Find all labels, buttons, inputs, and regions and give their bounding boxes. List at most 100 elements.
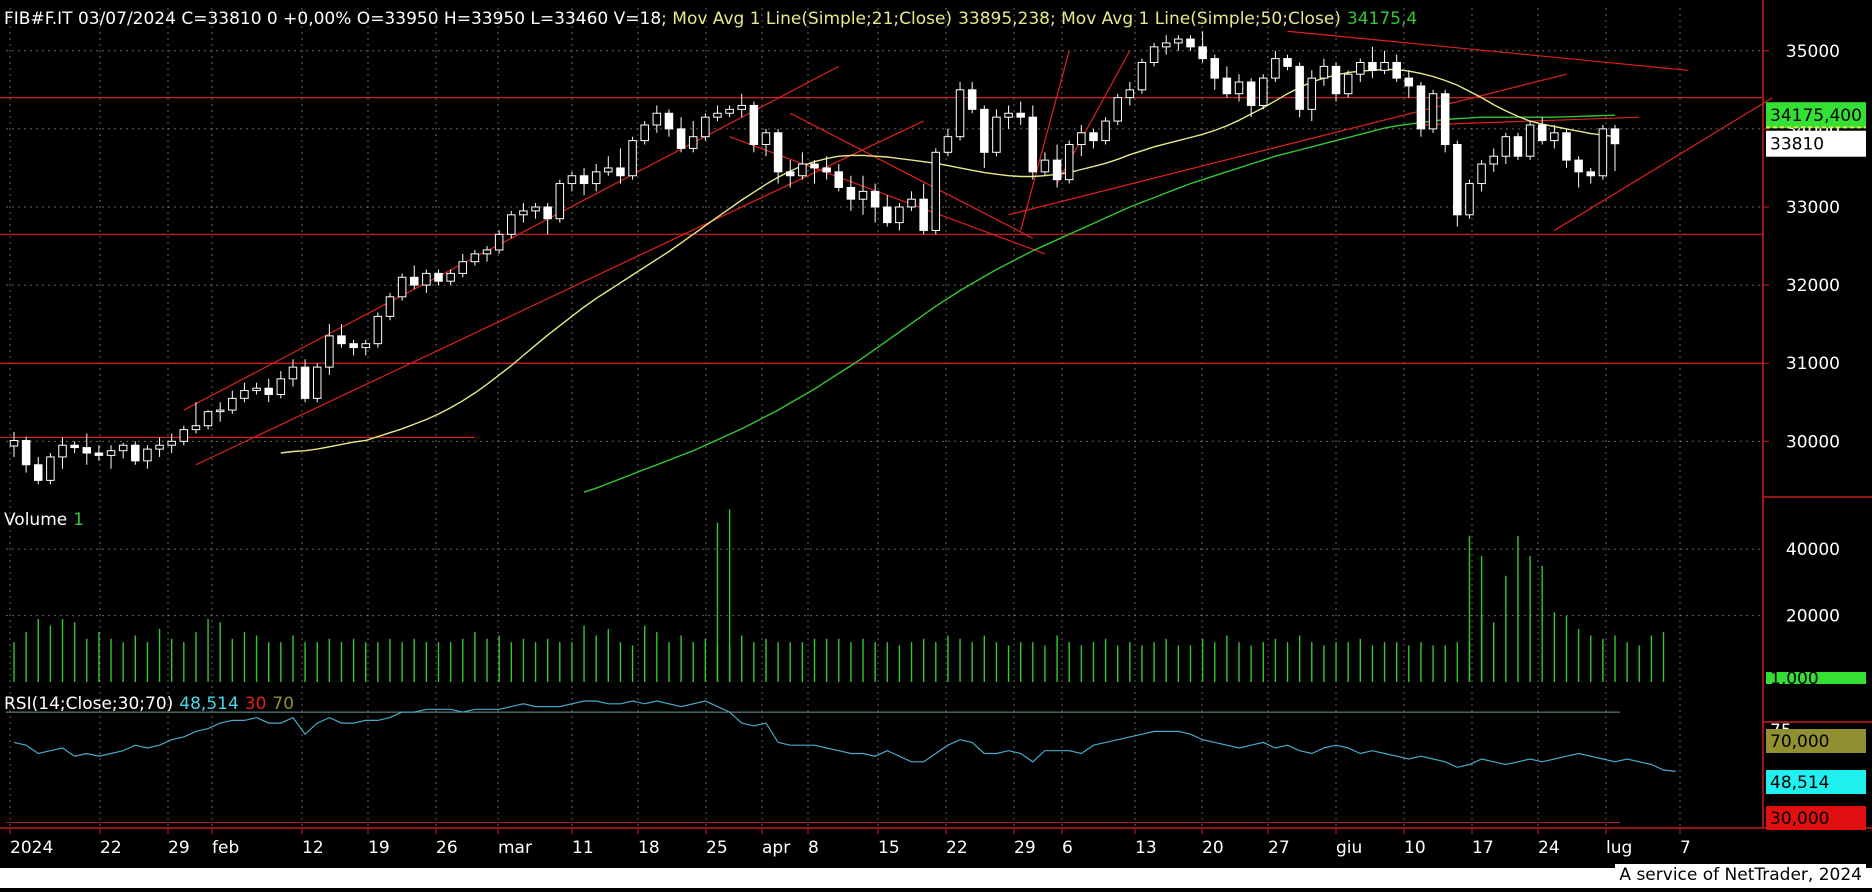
candle-body <box>252 387 261 392</box>
date-tick-label: 25 <box>706 838 728 858</box>
date-tick-label: 13 <box>1135 838 1157 858</box>
candle-body <box>810 163 819 169</box>
candle-body <box>579 175 589 185</box>
candle-body <box>616 167 625 177</box>
candle-body <box>300 366 310 399</box>
date-tick-label: 17 <box>1472 838 1494 858</box>
candle-body <box>1586 171 1596 177</box>
chart-header: FIB#F.IT 03/07/2024 C=33810 0 +0,00% O=3… <box>4 9 1417 29</box>
candle-body <box>955 89 965 138</box>
candle-body <box>1198 46 1207 60</box>
candle-body <box>264 387 273 395</box>
candle-body <box>1161 42 1171 48</box>
candle-body <box>482 249 492 255</box>
price-tick-label: 33000 <box>1786 198 1840 218</box>
price-tick-label: 30000 <box>1786 432 1840 452</box>
candle-body <box>761 132 771 146</box>
candle-body <box>907 198 916 208</box>
candle-body <box>1028 116 1038 173</box>
candle-body <box>494 233 504 251</box>
candle-body <box>82 447 92 454</box>
candle-body <box>1307 77 1317 110</box>
candle-body <box>846 186 856 200</box>
rsi-30-tag-text: 30,000 <box>1770 809 1829 829</box>
rsi-value-tag-text: 48,514 <box>1770 773 1829 793</box>
candle-body <box>1610 128 1620 145</box>
price-tick-label: 32000 <box>1786 276 1840 296</box>
volume-price-tag-box <box>1766 672 1866 684</box>
candle-body <box>1525 124 1535 157</box>
candle-body <box>312 366 322 399</box>
candle-body <box>179 429 189 442</box>
candle-body <box>1465 183 1474 216</box>
ma50-label: ; Mov Avg 1 Line(Simple;50;Close) <box>1050 9 1341 29</box>
candle-body <box>1064 144 1074 181</box>
candle-body <box>737 104 746 110</box>
candle-body <box>470 253 480 263</box>
candle-body <box>591 171 601 185</box>
date-tick-label: 22 <box>100 838 122 858</box>
candle-body <box>967 89 977 110</box>
ma21-label: ; Mov Avg 1 Line(Simple;21;Close) <box>661 9 952 29</box>
rsi-panel-title: RSI(14;Close;30;70) 48,514 30 70 <box>4 694 294 714</box>
candle-body <box>288 366 298 380</box>
candle-body <box>1489 155 1498 165</box>
candle-body <box>507 214 516 235</box>
candle-body <box>640 124 649 142</box>
axes <box>0 0 1872 834</box>
candle-body <box>713 112 722 118</box>
date-tick-label: 29 <box>168 838 190 858</box>
date-tick-label: feb <box>212 838 239 858</box>
candle-body <box>1077 132 1086 146</box>
rsi-series <box>13 700 1676 772</box>
candle-body <box>361 343 370 349</box>
candle-body <box>1295 65 1304 110</box>
candle-body <box>1149 46 1159 63</box>
candle-body <box>531 206 540 212</box>
ma50-value: 34175,4 <box>1347 9 1417 29</box>
candle-body <box>385 296 395 317</box>
candle-body <box>1113 97 1122 122</box>
candle-body <box>9 440 19 447</box>
candle-body <box>1477 163 1486 185</box>
candle-body <box>118 444 128 452</box>
candle-body <box>1356 61 1365 75</box>
candle-body <box>1052 159 1062 181</box>
date-tick-label: 12 <box>302 838 324 858</box>
candle-body <box>895 206 904 224</box>
candle-body <box>1404 77 1414 87</box>
candle-body <box>798 163 807 177</box>
date-tick-label: 18 <box>638 838 660 858</box>
date-tick-label: 15 <box>878 838 900 858</box>
candle-body <box>773 132 783 173</box>
candle-body <box>749 104 759 146</box>
rsi-30-tag-box <box>1766 806 1866 830</box>
date-tick-label: 10 <box>1404 838 1426 858</box>
volume-tick-label: 20000 <box>1786 607 1840 627</box>
volume-price-tag-text: 1,000 <box>1770 669 1819 689</box>
candle-body <box>1562 132 1571 161</box>
volume-label: Volume <box>4 510 67 530</box>
rsi-value: 48,514 <box>179 694 238 714</box>
candle-body <box>688 136 698 149</box>
candle-body <box>434 272 443 282</box>
date-tick-label: 26 <box>436 838 458 858</box>
candle-body <box>567 175 577 185</box>
candle-body <box>373 315 383 345</box>
price-tick-label: 31000 <box>1786 354 1840 374</box>
candle-body <box>1331 65 1341 95</box>
candle-body <box>131 444 140 462</box>
candle-body <box>167 440 176 446</box>
candle-body <box>1125 89 1135 99</box>
candle-body <box>1368 61 1377 71</box>
ma21-value: 33895,238 <box>958 9 1050 29</box>
candle-body <box>870 190 880 208</box>
rsi-low-label: 30 <box>245 694 267 714</box>
candle-body <box>1574 159 1583 173</box>
candle-body <box>1246 81 1256 106</box>
candle-body <box>1016 112 1025 118</box>
candle-body <box>228 397 237 411</box>
candle-body <box>1319 65 1329 79</box>
date-tick-label: 8 <box>808 838 819 858</box>
